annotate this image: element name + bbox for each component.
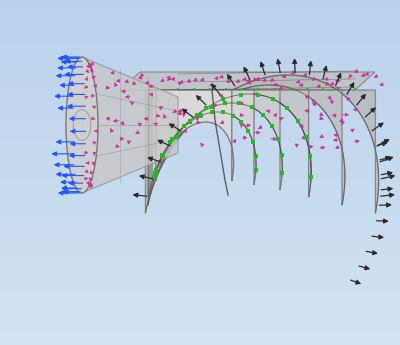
Bar — [0, 330, 400, 338]
Bar — [0, 0, 400, 7]
Bar — [0, 178, 400, 186]
Ellipse shape — [66, 57, 98, 193]
Bar — [0, 240, 400, 248]
Bar — [0, 40, 400, 48]
Bar — [0, 296, 400, 304]
Bar — [0, 282, 400, 290]
Bar — [0, 13, 400, 21]
Bar — [0, 261, 400, 269]
Bar — [0, 137, 400, 145]
Bar — [0, 75, 400, 83]
Bar — [0, 158, 400, 166]
Polygon shape — [146, 75, 379, 213]
Bar — [0, 6, 400, 14]
Bar — [0, 27, 400, 34]
Bar — [0, 289, 400, 297]
Polygon shape — [82, 57, 178, 193]
Polygon shape — [150, 90, 282, 190]
Bar — [0, 61, 400, 69]
Bar — [0, 323, 400, 331]
Bar — [0, 151, 400, 159]
Bar — [0, 102, 400, 110]
Polygon shape — [148, 85, 345, 205]
Bar — [0, 303, 400, 310]
Bar — [0, 123, 400, 131]
Bar — [0, 199, 400, 207]
Bar — [0, 68, 400, 76]
Bar — [0, 185, 400, 193]
Bar — [0, 116, 400, 124]
Bar — [0, 192, 400, 200]
Bar — [0, 109, 400, 117]
Bar — [0, 220, 400, 228]
Bar — [0, 165, 400, 172]
Bar — [0, 20, 400, 28]
Polygon shape — [149, 90, 311, 197]
Polygon shape — [156, 90, 234, 181]
Bar — [0, 33, 400, 41]
Bar — [0, 234, 400, 242]
Bar — [0, 254, 400, 262]
Bar — [0, 130, 400, 138]
Bar — [0, 268, 400, 276]
Bar — [0, 96, 400, 104]
Bar — [0, 247, 400, 255]
Bar — [0, 275, 400, 283]
Bar — [0, 54, 400, 62]
Polygon shape — [120, 72, 375, 90]
Bar — [0, 337, 400, 345]
Bar — [0, 144, 400, 152]
Bar — [0, 316, 400, 324]
Bar — [0, 171, 400, 179]
Bar — [0, 227, 400, 235]
Bar — [0, 213, 400, 221]
Bar — [0, 309, 400, 317]
Bar — [0, 89, 400, 97]
Bar — [0, 47, 400, 55]
Bar — [0, 82, 400, 90]
Bar — [0, 206, 400, 214]
Polygon shape — [152, 90, 256, 185]
